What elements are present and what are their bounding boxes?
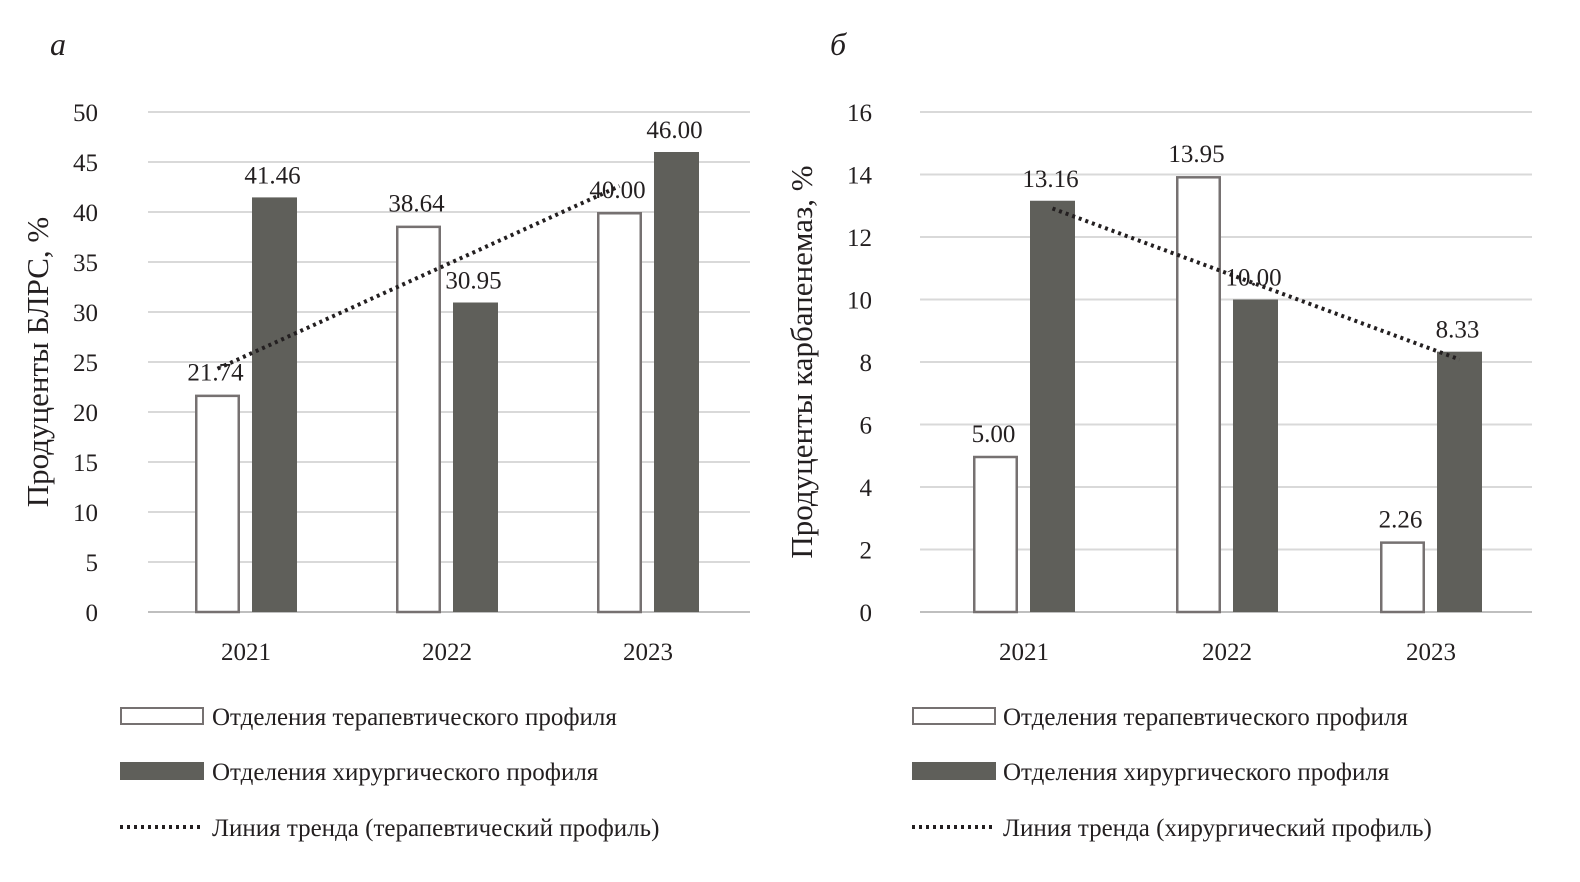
bar-series-2 xyxy=(1437,351,1482,612)
y-tick-label: 4 xyxy=(860,475,873,502)
legend-swatch-series-2 xyxy=(912,762,996,780)
legend-entry: Отделения терапевтического профиля xyxy=(1003,704,1408,731)
y-axis-title: Продуценты карбапенемаз, % xyxy=(784,165,819,558)
data-label: 41.46 xyxy=(244,162,300,189)
y-tick-label: 25 xyxy=(73,350,98,377)
panel-letter: а xyxy=(50,26,66,62)
y-tick-label: 35 xyxy=(73,250,98,277)
legend-swatch-series-2 xyxy=(120,762,204,780)
y-tick-label: 45 xyxy=(73,150,98,177)
bar-series-1 xyxy=(396,225,441,614)
trendline xyxy=(1051,206,1461,362)
data-label: 46.00 xyxy=(646,117,702,144)
y-axis-title: Продуценты БЛРС, % xyxy=(20,217,55,508)
x-tick-label: 2021 xyxy=(221,639,271,666)
y-tick-label: 10 xyxy=(847,288,872,315)
data-label: 13.16 xyxy=(1022,166,1078,193)
y-tick-label: 0 xyxy=(86,600,99,627)
data-label: 30.95 xyxy=(445,268,501,295)
data-label: 8.33 xyxy=(1436,317,1480,344)
data-label: 38.64 xyxy=(388,191,445,218)
legend-entry: Линия тренда (хирургический профиль) xyxy=(1003,815,1432,842)
y-tick-label: 20 xyxy=(73,400,98,427)
x-tick-label: 2022 xyxy=(1202,639,1252,666)
y-tick-label: 12 xyxy=(847,225,872,252)
bar-series-2 xyxy=(453,302,498,612)
y-tick-label: 30 xyxy=(73,300,98,327)
panel-letter: б xyxy=(830,26,847,62)
legend-entry: Линия тренда (терапевтический профиль) xyxy=(212,815,659,842)
data-label: 21.74 xyxy=(187,360,244,387)
y-tick-label: 40 xyxy=(73,200,98,227)
x-tick-label: 2022 xyxy=(422,639,472,666)
bar-series-2 xyxy=(654,152,699,612)
data-label: 5.00 xyxy=(972,421,1016,448)
y-tick-label: 8 xyxy=(860,350,873,377)
legend-entry: Отделения терапевтического профиля xyxy=(212,704,617,731)
legend-entry: Отделения хирургического профиля xyxy=(1003,759,1390,786)
bar-series-1 xyxy=(195,394,240,614)
y-tick-label: 14 xyxy=(847,163,873,190)
legend: Отделения терапевтического профиля Отделе… xyxy=(912,704,1432,842)
bar-series-1 xyxy=(1380,541,1425,614)
legend-entry: Отделения хирургического профиля xyxy=(212,759,599,786)
y-tick-label: 0 xyxy=(860,600,873,627)
legend-swatch-series-1 xyxy=(912,707,996,725)
y-tick-label: 5 xyxy=(86,550,99,577)
x-tick-label: 2021 xyxy=(999,639,1049,666)
data-label: 40.00 xyxy=(589,177,645,204)
x-tick-label: 2023 xyxy=(1406,639,1456,666)
bar-series-2 xyxy=(1030,200,1075,612)
y-tick-label: 15 xyxy=(73,450,98,477)
legend: Отделения терапевтического профиля Отделе… xyxy=(120,704,659,842)
bar-series-1 xyxy=(1176,176,1221,614)
data-label: 10.00 xyxy=(1225,265,1281,292)
chart-panel-a: а 0 5 10 15 20 25 30 35 40 45 50 Продуценты БЛРС, % 2… xyxy=(20,26,750,842)
chart-panel-b: б 0 2 4 6 8 10 12 14 16 Продуценты карбапенемаз, %… xyxy=(784,26,1532,842)
bar-series-2 xyxy=(252,197,297,612)
y-tick-label: 2 xyxy=(860,538,873,565)
bar-series-2 xyxy=(1233,299,1278,612)
y-tick-label: 6 xyxy=(860,413,873,440)
x-tick-label: 2023 xyxy=(623,639,673,666)
legend-swatch-series-1 xyxy=(120,707,204,725)
y-tick-label: 50 xyxy=(73,100,98,127)
data-label: 2.26 xyxy=(1379,506,1423,533)
y-tick-label: 16 xyxy=(847,100,872,127)
bar-series-1 xyxy=(597,212,642,614)
bar-series-1 xyxy=(973,455,1018,614)
y-tick-label: 10 xyxy=(73,500,98,527)
data-label: 13.95 xyxy=(1168,141,1224,168)
